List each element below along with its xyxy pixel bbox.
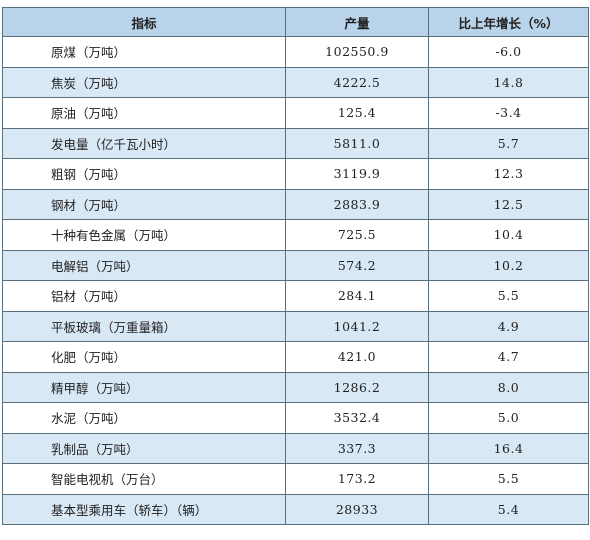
table-header-row: 指标 产量 比上年增长（%）: [2, 7, 589, 37]
header-output: 产量: [285, 7, 429, 37]
table-row: 十种有色金属（万吨） 725.5 10.4: [2, 219, 589, 251]
row-indicator: 焦炭（万吨）: [2, 66, 286, 98]
row-growth: 5.5: [428, 280, 589, 312]
row-indicator: 原油（万吨）: [2, 97, 286, 129]
table-row: 电解铝（万吨） 574.2 10.2: [2, 249, 589, 281]
row-growth: -6.0: [428, 36, 589, 68]
row-indicator: 智能电视机（万台）: [2, 463, 286, 495]
table-row: 平板玻璃（万重量箱） 1041.2 4.9: [2, 310, 589, 342]
row-output: 284.1: [285, 280, 429, 312]
row-growth: 4.7: [428, 341, 589, 373]
row-output: 3532.4: [285, 402, 429, 434]
table-row: 粗钢（万吨） 3119.9 12.3: [2, 158, 589, 190]
row-output: 5811.0: [285, 127, 429, 159]
table-row: 铝材（万吨） 284.1 5.5: [2, 280, 589, 312]
table-row: 化肥（万吨） 421.0 4.7: [2, 341, 589, 373]
row-growth: 8.0: [428, 371, 589, 403]
row-output: 1286.2: [285, 371, 429, 403]
row-growth: 4.9: [428, 310, 589, 342]
row-growth: 5.5: [428, 463, 589, 495]
row-output: 725.5: [285, 219, 429, 251]
row-output: 173.2: [285, 463, 429, 495]
row-output: 337.3: [285, 432, 429, 464]
row-output: 3119.9: [285, 158, 429, 190]
table-row: 钢材（万吨） 2883.9 12.5: [2, 188, 589, 220]
table-row: 水泥（万吨） 3532.4 5.0: [2, 402, 589, 434]
row-output: 421.0: [285, 341, 429, 373]
industrial-output-table: 指标 产量 比上年增长（%） 原煤（万吨） 102550.9 -6.0 焦炭（万…: [2, 7, 589, 525]
row-growth: 16.4: [428, 432, 589, 464]
row-growth: 5.0: [428, 402, 589, 434]
header-indicator: 指标: [2, 7, 286, 37]
table-row: 乳制品（万吨） 337.3 16.4: [2, 432, 589, 464]
table-row: 原煤（万吨） 102550.9 -6.0: [2, 36, 589, 68]
row-indicator: 水泥（万吨）: [2, 402, 286, 434]
output-table-container: 指标 产量 比上年增长（%） 原煤（万吨） 102550.9 -6.0 焦炭（万…: [2, 7, 589, 525]
table-row: 焦炭（万吨） 4222.5 14.8: [2, 66, 589, 98]
row-indicator: 基本型乘用车（轿车）（辆）: [2, 493, 286, 525]
row-indicator: 铝材（万吨）: [2, 280, 286, 312]
row-indicator: 电解铝（万吨）: [2, 249, 286, 281]
row-growth: 12.3: [428, 158, 589, 190]
row-growth: 10.2: [428, 249, 589, 281]
row-output: 125.4: [285, 97, 429, 129]
row-indicator: 粗钢（万吨）: [2, 158, 286, 190]
row-growth: 5.4: [428, 493, 589, 525]
table-row: 发电量（亿千瓦小时） 5811.0 5.7: [2, 127, 589, 159]
row-indicator: 化肥（万吨）: [2, 341, 286, 373]
row-indicator: 十种有色金属（万吨）: [2, 219, 286, 251]
row-growth: 14.8: [428, 66, 589, 98]
row-growth: 5.7: [428, 127, 589, 159]
table-row: 基本型乘用车（轿车）（辆） 28933 5.4: [2, 493, 589, 525]
table-row: 智能电视机（万台） 173.2 5.5: [2, 463, 589, 495]
row-indicator: 原煤（万吨）: [2, 36, 286, 68]
row-output: 4222.5: [285, 66, 429, 98]
table-row: 原油（万吨） 125.4 -3.4: [2, 97, 589, 129]
row-output: 28933: [285, 493, 429, 525]
row-output: 102550.9: [285, 36, 429, 68]
row-output: 574.2: [285, 249, 429, 281]
row-growth: 10.4: [428, 219, 589, 251]
row-indicator: 乳制品（万吨）: [2, 432, 286, 464]
row-output: 2883.9: [285, 188, 429, 220]
row-growth: -3.4: [428, 97, 589, 129]
table-row: 精甲醇（万吨） 1286.2 8.0: [2, 371, 589, 403]
row-indicator: 钢材（万吨）: [2, 188, 286, 220]
row-indicator: 平板玻璃（万重量箱）: [2, 310, 286, 342]
row-output: 1041.2: [285, 310, 429, 342]
row-indicator: 精甲醇（万吨）: [2, 371, 286, 403]
header-growth: 比上年增长（%）: [428, 7, 589, 37]
row-growth: 12.5: [428, 188, 589, 220]
row-indicator: 发电量（亿千瓦小时）: [2, 127, 286, 159]
